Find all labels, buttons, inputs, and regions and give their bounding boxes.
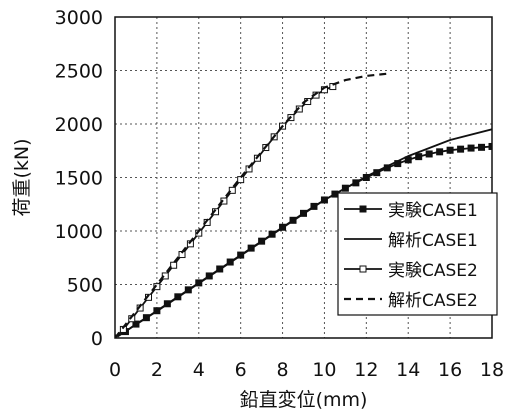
x-tick-label: 8: [277, 359, 289, 381]
data-point: [478, 143, 486, 151]
y-tick-label: 0: [91, 328, 103, 350]
y-tick-label: 1500: [55, 168, 103, 190]
data-point: [488, 142, 492, 150]
legend-label: 実験CASE2: [388, 261, 478, 281]
data-point: [237, 176, 245, 184]
plot-series: [115, 72, 516, 338]
legend-marker: [359, 205, 367, 213]
series-2: [115, 128, 492, 338]
y-tick-label: 1000: [55, 221, 103, 243]
tick-labels: 0 2 4 6 8 10 12 14 16 18 0 500 1000 1500 2000 2500 3000: [55, 7, 504, 381]
data-point: [436, 148, 444, 156]
data-point: [295, 105, 303, 113]
data-point: [510, 142, 516, 148]
legend-label: 解析CASE2: [388, 291, 478, 311]
data-point: [499, 143, 505, 149]
x-tick-label: 16: [438, 359, 462, 381]
data-point: [457, 145, 465, 153]
legend-box: [337, 192, 498, 316]
y-axis-label: 荷重(kN): [11, 138, 33, 216]
y-tick-label: 500: [67, 275, 103, 297]
x-tick-label: 4: [193, 359, 205, 381]
x-axis-label: 鉛直変位(mm): [240, 389, 368, 411]
x-tick-label: 2: [151, 359, 163, 381]
x-tick-label: 0: [109, 359, 121, 381]
data-point: [425, 150, 433, 158]
y-tick-label: 2000: [55, 114, 103, 136]
x-tick-label: 10: [312, 359, 336, 381]
y-tick-label: 3000: [55, 7, 103, 29]
legend: 実験CASE1 解析CASE1 実験CASE2 解析CASE2: [337, 192, 498, 316]
data-point: [446, 146, 454, 154]
data-point: [467, 144, 475, 152]
x-tick-label: 6: [235, 359, 247, 381]
legend-label: 解析CASE1: [388, 231, 478, 251]
data-point: [415, 153, 423, 161]
x-tick-label: 12: [354, 359, 378, 381]
series-line: [115, 128, 492, 338]
x-tick-label: 14: [396, 359, 420, 381]
x-tick-label: 18: [480, 359, 504, 381]
series-4: [115, 72, 388, 338]
y-tick-label: 2500: [55, 61, 103, 83]
legend-marker: [359, 265, 367, 273]
series-line: [115, 72, 388, 338]
plot-frame: [114, 16, 493, 339]
legend-label: 実験CASE1: [388, 201, 478, 221]
data-point: [170, 261, 178, 269]
